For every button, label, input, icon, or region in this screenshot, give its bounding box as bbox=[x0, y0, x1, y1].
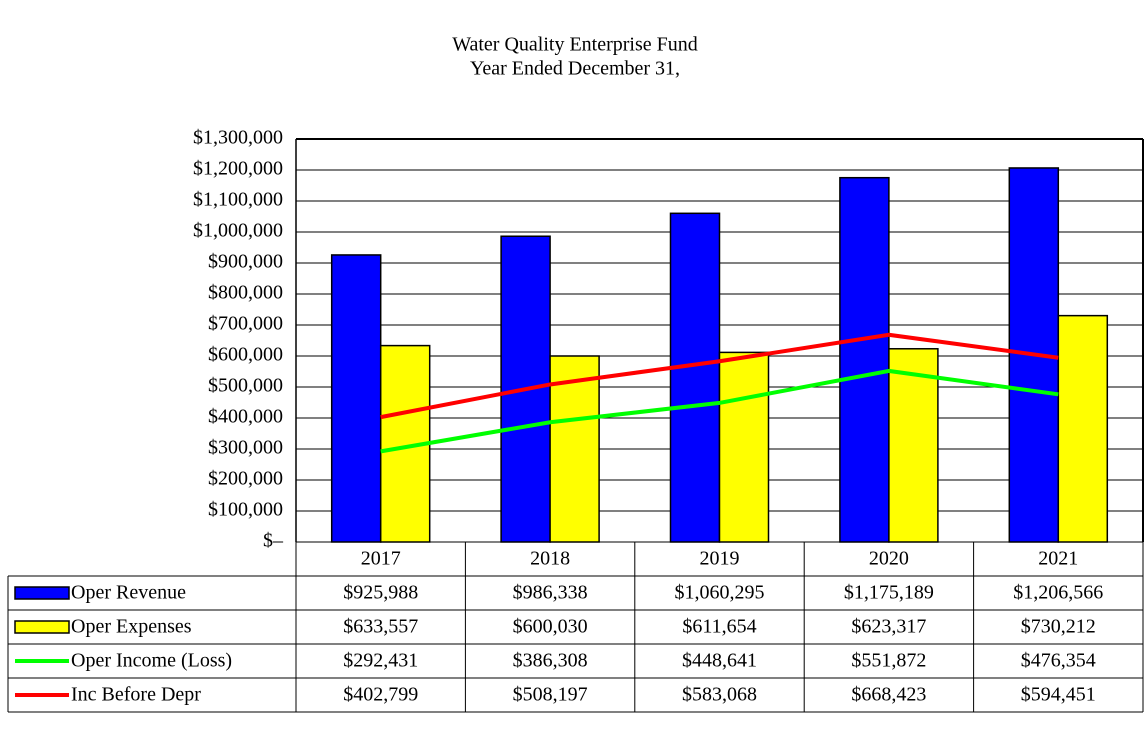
data-label: $925,988 bbox=[343, 582, 418, 604]
data-label: $1,060,295 bbox=[675, 582, 765, 604]
y-tick-label: $700,000 bbox=[208, 313, 283, 335]
y-tick-label: $900,000 bbox=[208, 251, 283, 273]
x-tick-label: 2018 bbox=[530, 548, 570, 570]
line-series bbox=[380, 368, 1059, 454]
data-label: $986,338 bbox=[513, 582, 588, 604]
data-label: $633,557 bbox=[343, 616, 418, 638]
data-label: $448,641 bbox=[682, 650, 757, 672]
y-tick-label: $200,000 bbox=[208, 468, 283, 490]
data-label: $402,799 bbox=[343, 684, 418, 706]
legend-label: Oper Income (Loss) bbox=[71, 650, 232, 672]
y-tick-label: $1,300,000 bbox=[193, 127, 283, 149]
data-label: $730,212 bbox=[1021, 616, 1096, 638]
bar bbox=[549, 355, 600, 543]
legend-label: Oper Expenses bbox=[71, 616, 192, 638]
x-tick-label: 2021 bbox=[1038, 548, 1078, 570]
bar bbox=[888, 348, 939, 543]
x-tick-label: 2020 bbox=[869, 548, 909, 570]
y-tick-label: $400,000 bbox=[208, 406, 283, 428]
data-label: $1,206,566 bbox=[1013, 582, 1103, 604]
data-label: $1,175,189 bbox=[844, 582, 934, 604]
data-label: $386,308 bbox=[513, 650, 588, 672]
data-label: $476,354 bbox=[1021, 650, 1096, 672]
legend-label: Oper Revenue bbox=[71, 582, 186, 604]
data-label: $668,423 bbox=[851, 684, 926, 706]
bar bbox=[718, 351, 770, 543]
legend-key bbox=[14, 586, 70, 600]
data-label: $600,030 bbox=[513, 616, 588, 638]
data-label: $594,451 bbox=[1021, 684, 1096, 706]
y-tick-label: $600,000 bbox=[208, 344, 283, 366]
bar bbox=[839, 176, 890, 543]
y-tick-label: $1,000,000 bbox=[193, 220, 283, 242]
bar bbox=[669, 212, 721, 543]
x-tick-label: 2019 bbox=[700, 548, 740, 570]
bar bbox=[1057, 314, 1109, 543]
x-tick-label: 2017 bbox=[361, 548, 401, 570]
bar bbox=[330, 254, 382, 543]
y-tick-label: $500,000 bbox=[208, 375, 283, 397]
chart-subtitle: Year Ended December 31, bbox=[470, 58, 680, 80]
data-label: $583,068 bbox=[682, 684, 757, 706]
y-tick-label: $1,100,000 bbox=[193, 189, 283, 211]
y-tick-label: $– bbox=[263, 530, 284, 552]
legend-label: Inc Before Depr bbox=[71, 684, 201, 706]
y-tick-label: $100,000 bbox=[208, 499, 283, 521]
data-label: $508,197 bbox=[513, 684, 588, 706]
y-tick-label: $1,200,000 bbox=[193, 158, 283, 180]
line-series bbox=[380, 332, 1059, 420]
data-label: $623,317 bbox=[851, 616, 926, 638]
chart-title: Water Quality Enterprise Fund bbox=[452, 34, 698, 56]
data-label: $551,872 bbox=[851, 650, 926, 672]
y-tick-label: $800,000 bbox=[208, 282, 283, 304]
data-label: $292,431 bbox=[343, 650, 418, 672]
data-label: $611,654 bbox=[682, 616, 756, 638]
y-tick-label: $300,000 bbox=[208, 437, 283, 459]
legend-key bbox=[14, 620, 70, 634]
